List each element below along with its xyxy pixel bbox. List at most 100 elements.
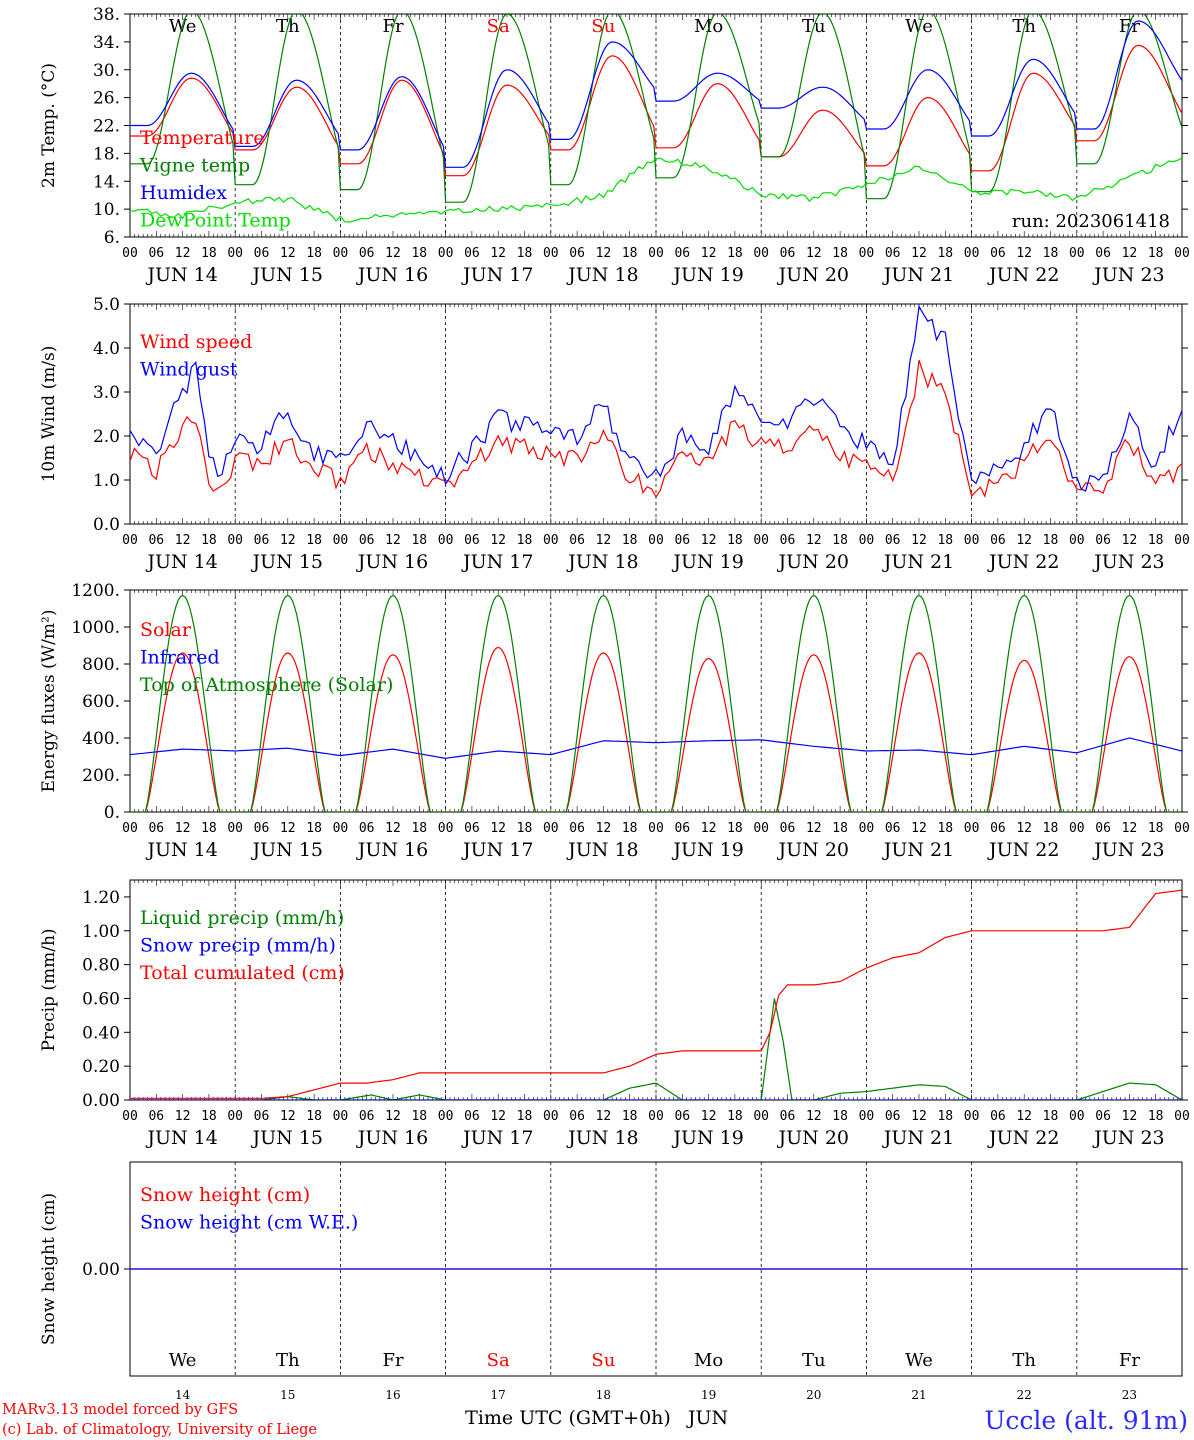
y-tick-label: 4.0 bbox=[93, 339, 120, 359]
x-hour-tick-label: 12 bbox=[1016, 533, 1032, 548]
x-date-label: JUN 20 bbox=[777, 264, 849, 286]
x-hour-tick-label: 06 bbox=[569, 246, 585, 261]
x-hour-tick-label: 18 bbox=[622, 821, 638, 836]
x-hour-tick-label: 00 bbox=[333, 821, 349, 836]
y-tick-label: 34. bbox=[93, 33, 120, 53]
x-hour-tick-label: 00 bbox=[227, 246, 243, 261]
x-hour-tick-label: 00 bbox=[753, 533, 769, 548]
x-hour-tick-label: 18 bbox=[1148, 246, 1164, 261]
x-hour-tick-label: 06 bbox=[885, 533, 901, 548]
day-number-label: 22 bbox=[1017, 1388, 1032, 1402]
x-hour-tick-label: 00 bbox=[333, 533, 349, 548]
x-hour-tick-label: 12 bbox=[701, 246, 717, 261]
x-hour-tick-label: 12 bbox=[596, 246, 612, 261]
x-hour-tick-label: 18 bbox=[622, 246, 638, 261]
x-date-label: JUN 23 bbox=[1092, 839, 1164, 861]
x-hour-tick-label: 00 bbox=[438, 1109, 454, 1124]
day-number-label: 14 bbox=[175, 1388, 191, 1402]
y-tick-label: 0.60 bbox=[82, 989, 120, 1009]
x-date-label: JUN 22 bbox=[987, 1127, 1059, 1149]
x-hour-tick-label: 00 bbox=[1174, 821, 1190, 836]
series-line-temperature bbox=[130, 44, 1182, 177]
x-hour-tick-label: 00 bbox=[753, 1109, 769, 1124]
y-tick-label: 10. bbox=[93, 200, 120, 220]
series-line-vigne-temp bbox=[130, 14, 1182, 203]
x-date-label: JUN 18 bbox=[566, 264, 638, 286]
x-date-label: JUN 14 bbox=[145, 551, 217, 573]
x-date-label: JUN 21 bbox=[882, 264, 954, 286]
x-hour-tick-label: 06 bbox=[885, 246, 901, 261]
x-hour-tick-label: 00 bbox=[227, 821, 243, 836]
legend-entry: Infrared bbox=[140, 647, 220, 669]
y-tick-label: 3.0 bbox=[93, 383, 120, 403]
x-hour-tick-label: 00 bbox=[122, 821, 138, 836]
series-group bbox=[130, 594, 1182, 812]
y-tick-label: 30. bbox=[93, 61, 120, 81]
weekday-label: We bbox=[905, 1350, 933, 1371]
x-hour-tick-label: 00 bbox=[1174, 533, 1190, 548]
x-date-label: JUN 20 bbox=[777, 839, 849, 861]
x-hour-tick-label: 12 bbox=[490, 821, 506, 836]
x-date-label: JUN 20 bbox=[777, 1127, 849, 1149]
x-hour-tick-label: 00 bbox=[648, 1109, 664, 1124]
weekday-label: Sa bbox=[487, 1350, 510, 1371]
panel-temperature: 6. 10. 14. 18. 22. 26. 30. 34. 38. 2m Temp. (°C) 0… bbox=[39, 5, 1190, 286]
x-date-label: JUN 14 bbox=[145, 1127, 217, 1149]
x-hour-tick-label: 06 bbox=[674, 533, 690, 548]
x-hour-tick-label: 00 bbox=[964, 1109, 980, 1124]
run-label: run: 2023061418 bbox=[1012, 211, 1170, 232]
x-hour-tick-label: 12 bbox=[1122, 246, 1138, 261]
y-tick-label: 600. bbox=[82, 692, 120, 712]
x-hour-tick-label: 18 bbox=[1043, 821, 1059, 836]
x-hour-tick-label: 18 bbox=[411, 821, 427, 836]
weekday-label: We bbox=[169, 1350, 197, 1371]
x-hour-tick-label: 06 bbox=[464, 533, 480, 548]
x-date-label: JUN 18 bbox=[566, 839, 638, 861]
y-tick-label: 26. bbox=[93, 89, 120, 109]
x-hour-tick-label: 18 bbox=[727, 533, 743, 548]
y-tick-label: 18. bbox=[93, 144, 120, 164]
x-hour-tick-label: 06 bbox=[1095, 1109, 1111, 1124]
legend-entry: Vigne temp bbox=[139, 155, 250, 177]
x-hour-tick-label: 00 bbox=[227, 1109, 243, 1124]
x-hour-tick-label: 00 bbox=[1174, 246, 1190, 261]
day-number-label: 19 bbox=[701, 1388, 716, 1402]
x-hour-tick-label: 18 bbox=[1148, 533, 1164, 548]
x-axis-title: Time UTC (GMT+0h) bbox=[465, 1407, 671, 1429]
x-hour-tick-label: 00 bbox=[1069, 246, 1085, 261]
x-date-label: JUN 16 bbox=[356, 1127, 428, 1149]
x-hour-tick-label: 06 bbox=[148, 533, 164, 548]
x-hour-tick-label: 06 bbox=[254, 1109, 270, 1124]
x-hour-tick-label: 12 bbox=[280, 533, 296, 548]
x-hour-tick-label: 12 bbox=[175, 821, 191, 836]
x-date-label: JUN 20 bbox=[777, 551, 849, 573]
x-hour-tick-label: 06 bbox=[674, 246, 690, 261]
x-hour-tick-label: 18 bbox=[201, 1109, 217, 1124]
x-hour-tick-label: 12 bbox=[175, 246, 191, 261]
x-date-label: JUN 22 bbox=[987, 839, 1059, 861]
x-date-label: JUN 17 bbox=[461, 1127, 533, 1149]
weekday-label: Tu bbox=[802, 1350, 826, 1371]
day-number-label: 23 bbox=[1122, 1388, 1137, 1402]
x-hour-tick-label: 12 bbox=[1122, 821, 1138, 836]
x-date-label: JUN 21 bbox=[882, 551, 954, 573]
day-number-label: 21 bbox=[911, 1388, 926, 1402]
panel-energy: 0. 200. 400. 600. 800. 1000. 1200. Energy fluxe… bbox=[39, 581, 1190, 861]
x-date-label: JUN 15 bbox=[251, 264, 323, 286]
x-hour-tick-label: 18 bbox=[1043, 533, 1059, 548]
day-number-label: 15 bbox=[280, 1388, 295, 1402]
y-tick-label: 400. bbox=[82, 729, 120, 749]
x-hour-tick-label: 18 bbox=[622, 1109, 638, 1124]
x-hour-tick-label: 18 bbox=[832, 821, 848, 836]
legend-entry: Wind speed bbox=[140, 331, 252, 353]
x-hour-tick-label: 06 bbox=[464, 1109, 480, 1124]
y-tick-label: 0.20 bbox=[82, 1057, 120, 1077]
x-hour-tick-label: 06 bbox=[885, 821, 901, 836]
x-hour-tick-label: 18 bbox=[306, 1109, 322, 1124]
x-hour-tick-label: 00 bbox=[333, 1109, 349, 1124]
x-hour-tick-label: 18 bbox=[411, 246, 427, 261]
y-tick-label: 6. bbox=[104, 228, 120, 248]
x-hour-tick-label: 06 bbox=[780, 246, 796, 261]
x-hour-tick-label: 12 bbox=[1016, 821, 1032, 836]
x-hour-tick-label: 00 bbox=[543, 1109, 559, 1124]
